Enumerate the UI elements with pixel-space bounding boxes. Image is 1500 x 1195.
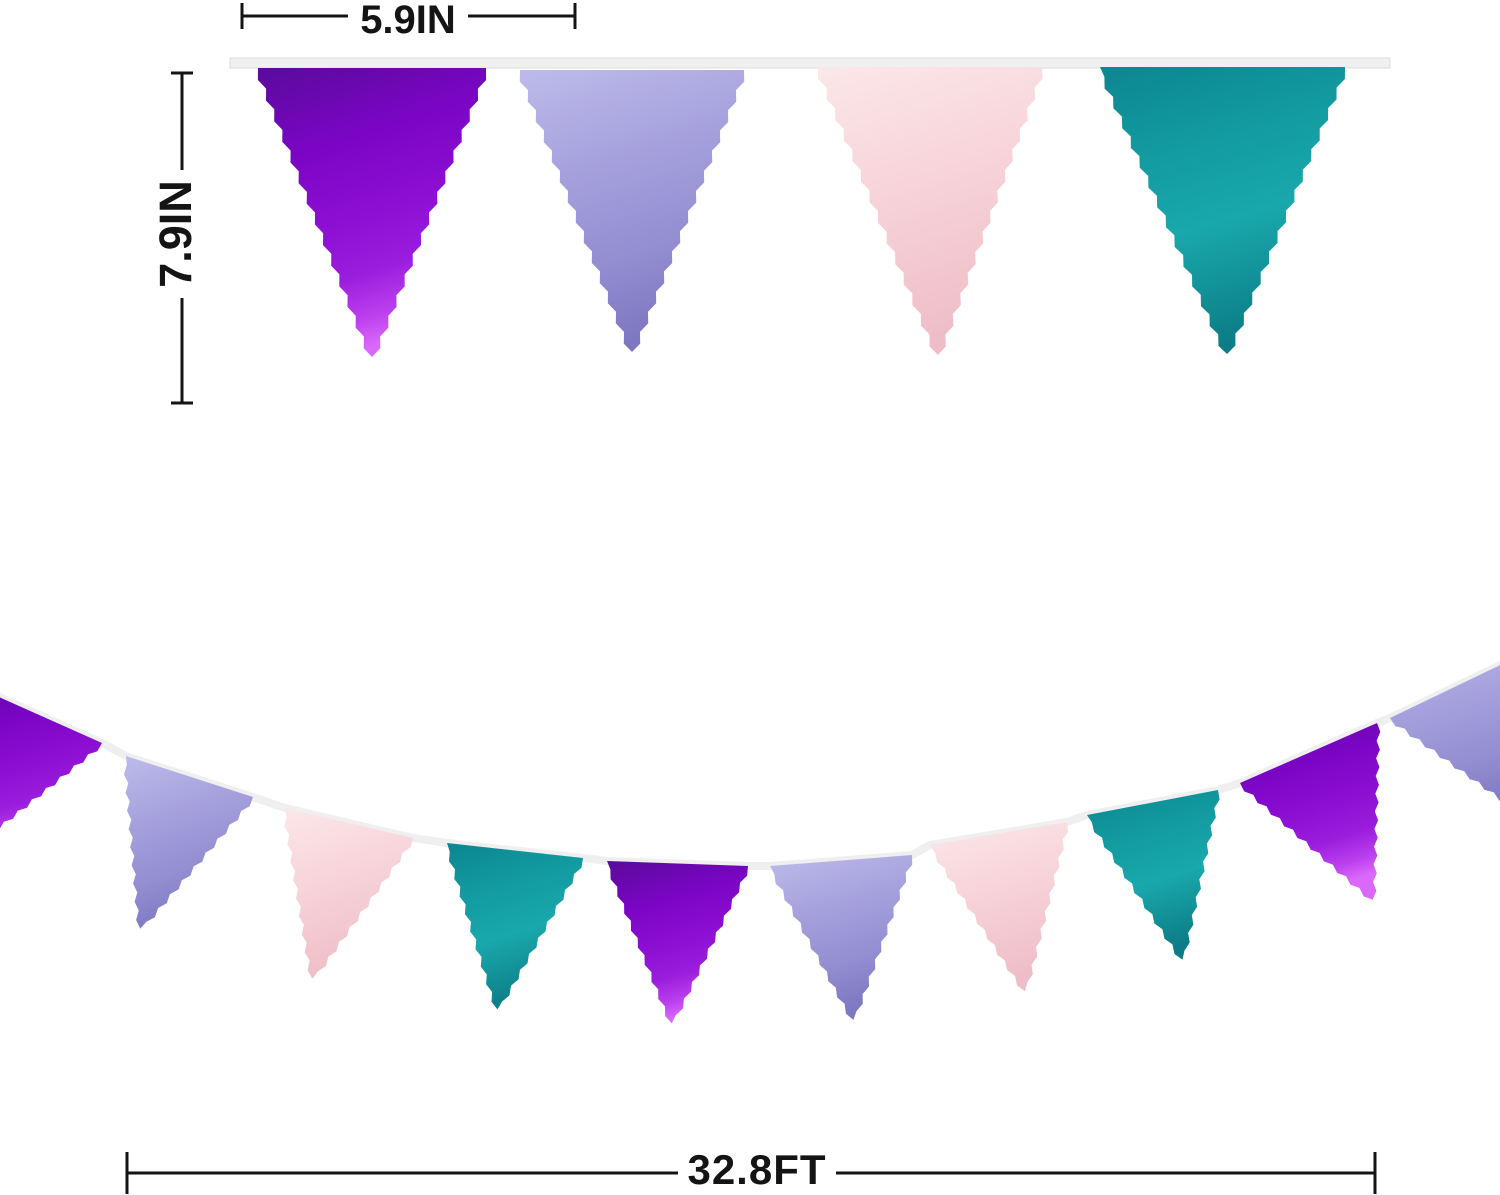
top-flag-teal	[1100, 67, 1345, 354]
top-flag-lavender	[519, 70, 745, 352]
garland-flag-3-pink	[284, 808, 413, 979]
top-ribbon	[229, 57, 1391, 69]
garland-flag-7-pink	[930, 822, 1069, 992]
width-dimension: 5.9IN	[240, 0, 577, 42]
top-flag-purple	[257, 68, 487, 357]
garland-flag-10-lavender	[1390, 665, 1500, 801]
garland-flag-2-lavender	[124, 756, 253, 929]
width-dimension-label: 5.9IN	[360, 0, 456, 42]
garland-flag-6-lavender	[770, 855, 913, 1020]
garland-flag-5-purple	[607, 861, 748, 1024]
length-dimension-label: 32.8FT	[687, 1146, 826, 1193]
garland-flag-4-teal	[447, 843, 583, 1010]
top-flag-row	[257, 67, 1345, 357]
garland-flag-1-purple	[0, 697, 102, 829]
garland-flag-9-purple	[1240, 723, 1381, 900]
height-dimension-label: 7.9IN	[150, 180, 201, 288]
height-dimension: 7.9IN	[150, 71, 201, 405]
garland-flag-8-teal	[1087, 790, 1220, 960]
top-flag-pink	[818, 67, 1043, 355]
length-dimension: 32.8FT	[125, 1146, 1377, 1194]
draped-garland	[0, 660, 1500, 1024]
